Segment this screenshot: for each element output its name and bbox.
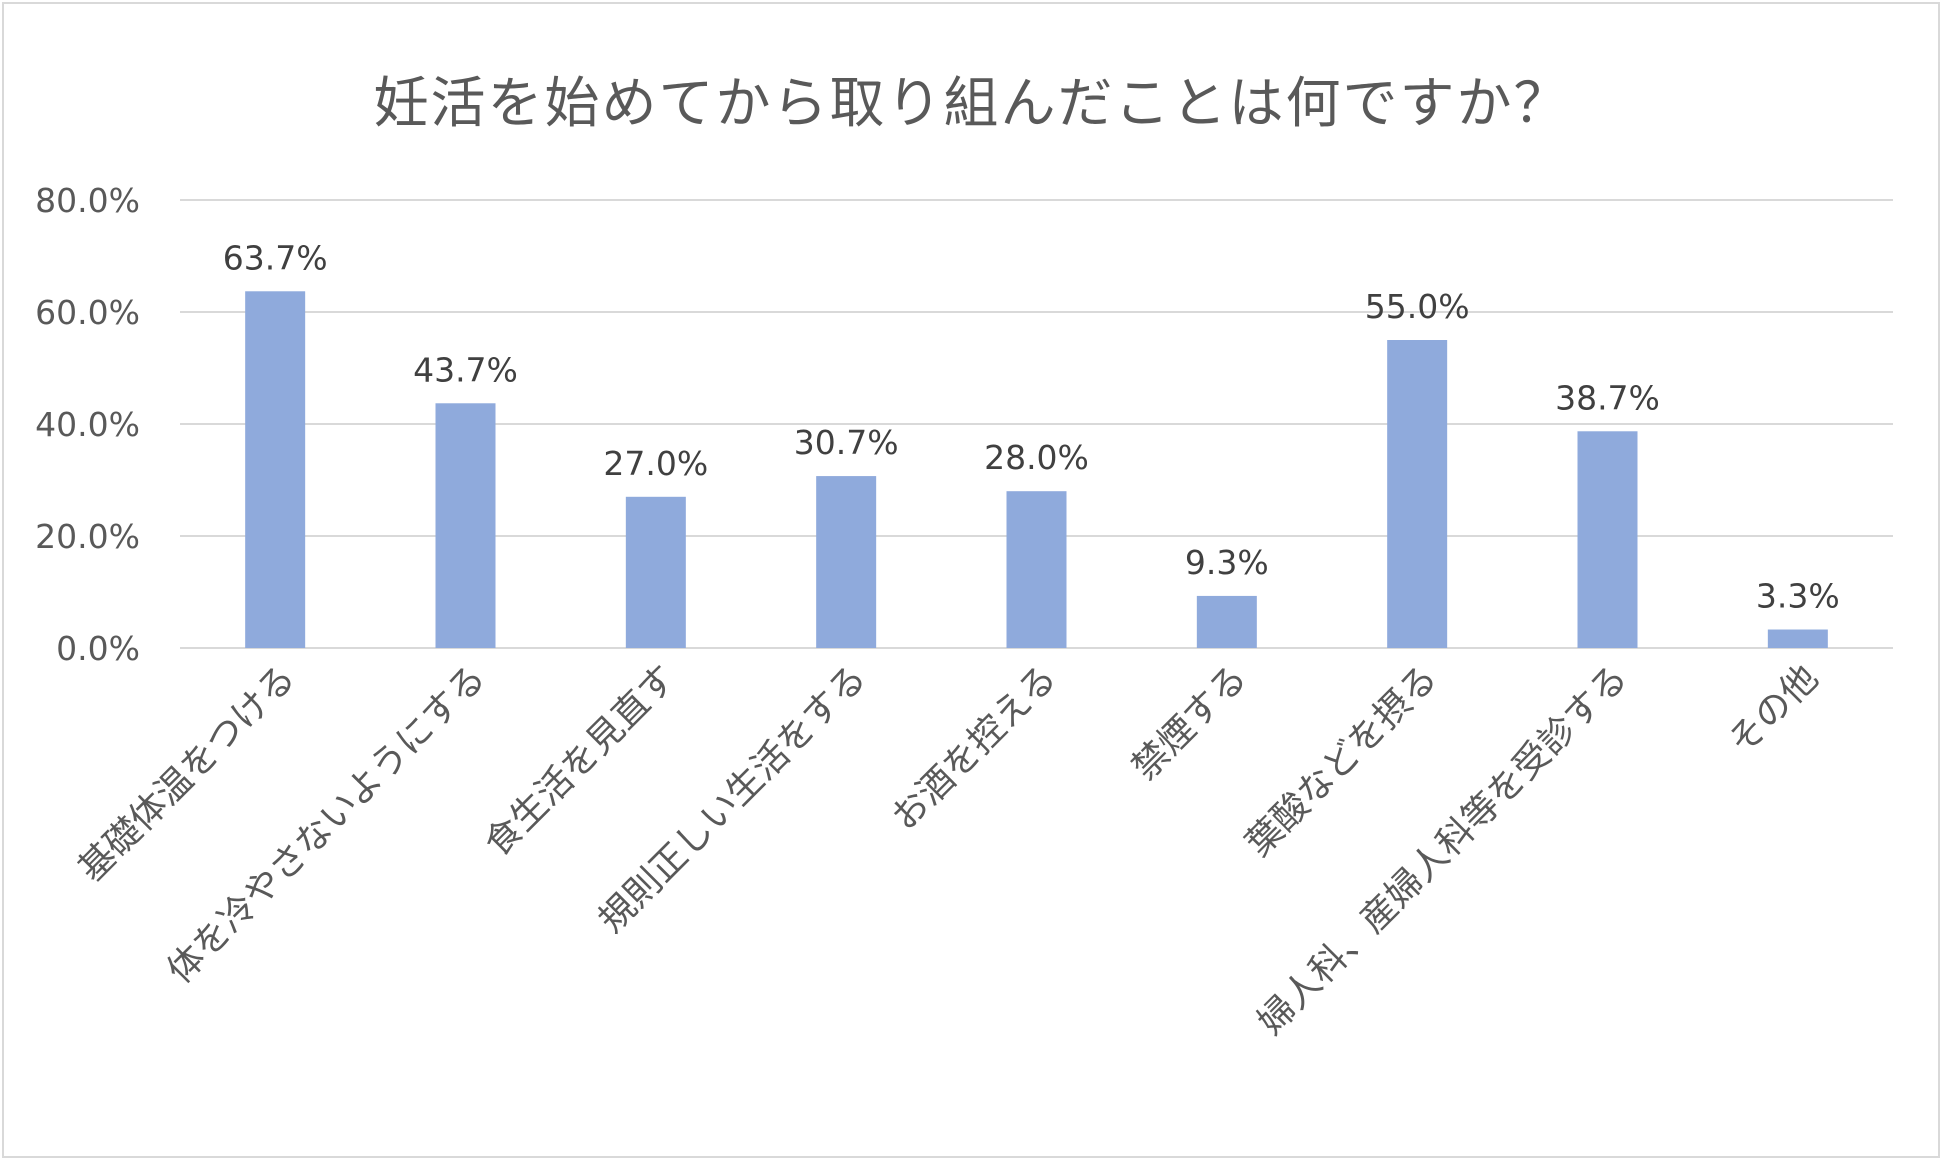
data-label: 27.0% [603, 444, 708, 483]
y-tick-label: 20.0% [35, 517, 140, 556]
category-label: お酒を控える [884, 657, 1065, 838]
bar [625, 496, 686, 648]
data-label: 55.0% [1365, 287, 1470, 326]
bar [435, 403, 496, 648]
category-label: 禁煙する [1124, 657, 1255, 788]
data-label: 3.3% [1756, 577, 1840, 616]
category-label: 体を冷やさないようにする [160, 657, 494, 991]
data-label: 30.7% [794, 423, 899, 462]
y-tick-label: 60.0% [35, 293, 140, 332]
bar [1196, 595, 1257, 648]
data-label: 38.7% [1555, 378, 1660, 417]
data-labels: 63.7% 43.7% 27.0% 30.7% 28.0% 9.3% 55.0% 38.7% 3… [223, 238, 1840, 615]
bars [245, 291, 1828, 648]
category-label: 婦人科、産婦人科等を受診する [1250, 657, 1635, 1042]
category-label: 葉酸などを摂る [1238, 657, 1445, 864]
y-tick-label: 40.0% [35, 405, 140, 444]
data-label: 9.3% [1185, 543, 1269, 582]
y-tick-label: 80.0% [35, 181, 140, 220]
y-axis-tick-labels: 0.0% 20.0% 40.0% 60.0% 80.0% [35, 181, 140, 668]
category-label: 食生活を見直す [477, 657, 684, 864]
data-label: 28.0% [984, 438, 1089, 477]
chart-title: 妊活を始めてから取り組んだことは何ですか？ [373, 71, 1571, 135]
y-tick-label: 0.0% [56, 629, 140, 668]
data-label: 63.7% [223, 238, 328, 277]
bar [245, 291, 306, 648]
data-label: 43.7% [413, 350, 518, 389]
bar [816, 476, 877, 648]
bar [1387, 340, 1448, 648]
category-label: その他 [1721, 657, 1826, 762]
bar [1577, 431, 1638, 648]
bar [1006, 491, 1067, 648]
bar [1767, 629, 1828, 648]
